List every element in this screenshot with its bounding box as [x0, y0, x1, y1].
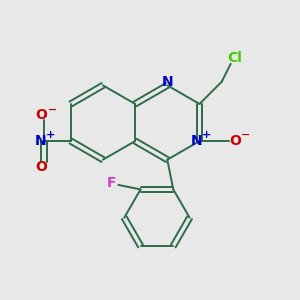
Text: F: F	[107, 176, 116, 190]
Text: N: N	[161, 75, 173, 89]
Text: −: −	[241, 130, 250, 140]
Text: +: +	[46, 130, 55, 140]
Text: O: O	[35, 108, 47, 122]
Text: O: O	[35, 160, 47, 174]
Text: N: N	[191, 134, 202, 148]
Text: O: O	[229, 134, 241, 148]
Text: N: N	[35, 134, 46, 148]
Text: −: −	[48, 105, 57, 115]
Text: Cl: Cl	[228, 52, 243, 65]
Text: +: +	[201, 130, 211, 140]
